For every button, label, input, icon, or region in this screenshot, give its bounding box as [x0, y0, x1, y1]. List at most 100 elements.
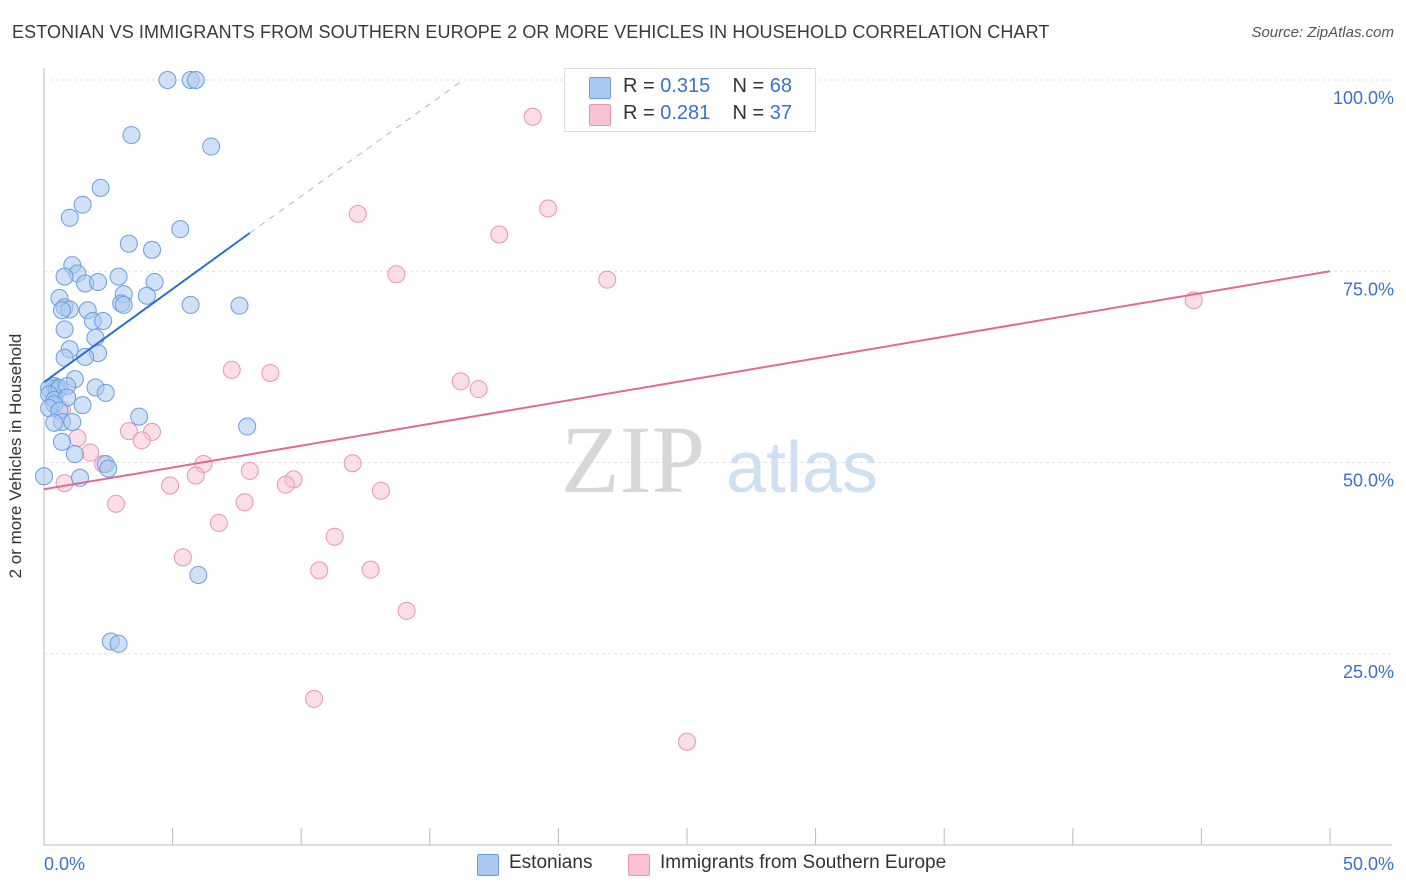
data-point-estonians — [91, 178, 110, 197]
n-label: N = — [732, 75, 770, 97]
data-point-estonians — [122, 126, 141, 145]
data-point-estonians — [45, 413, 64, 432]
data-point-immigrants — [361, 560, 380, 579]
data-point-estonians — [65, 445, 84, 464]
data-point-estonians — [55, 320, 74, 339]
y-axis-label: 2 or more Vehicles in Household — [6, 333, 25, 579]
trend-lines — [43, 79, 1331, 491]
data-point-immigrants — [397, 601, 416, 620]
x-tick-labels: 0.0% 50.0% — [44, 854, 1394, 874]
data-point-immigrants — [598, 270, 617, 289]
data-point-estonians — [53, 301, 72, 320]
data-point-immigrants — [261, 363, 280, 382]
data-point-estonians — [130, 407, 149, 426]
data-point-immigrants — [186, 466, 205, 485]
data-point-estonians — [60, 208, 79, 227]
n-value: 68 — [769, 75, 793, 97]
data-point-immigrants — [107, 494, 126, 513]
data-point-estonians — [96, 383, 115, 402]
trend-line-estonians-extension — [249, 79, 464, 234]
r-label: R = — [623, 75, 661, 97]
r-label: R = — [623, 102, 661, 124]
data-point-estonians — [238, 417, 257, 436]
data-point-estonians — [109, 634, 128, 653]
data-point-estonians — [94, 311, 113, 330]
legend-label: Estonians — [509, 852, 593, 873]
data-point-immigrants — [343, 454, 362, 473]
n-label: N = — [732, 102, 770, 124]
data-point-immigrants — [276, 475, 295, 494]
data-point-estonians — [137, 286, 156, 305]
axes — [43, 68, 1392, 846]
data-point-immigrants — [451, 372, 470, 391]
data-point-immigrants — [387, 265, 406, 284]
watermark-atlas: atlas — [726, 428, 878, 508]
data-point-estonians — [202, 137, 221, 156]
legend-swatch-pink — [628, 854, 650, 876]
y-tick-label: 50.0% — [1343, 471, 1394, 491]
n-value: 37 — [769, 102, 793, 124]
y-tick-label: 100.0% — [1333, 88, 1394, 108]
stats-legend: R = 0.315 N = 68 R = 0.281 N = 37 — [564, 68, 816, 132]
series-estonians-points — [35, 71, 257, 653]
trend-line-immigrants — [43, 270, 1331, 491]
legend-swatch-pink — [589, 104, 611, 126]
data-point-estonians — [73, 195, 92, 214]
data-point-estonians — [55, 267, 74, 286]
data-point-estonians — [76, 347, 95, 366]
data-point-immigrants — [222, 360, 241, 379]
data-point-immigrants — [539, 199, 558, 218]
data-point-estonians — [171, 220, 190, 239]
data-point-immigrants — [68, 429, 87, 448]
data-point-immigrants — [240, 461, 259, 480]
data-point-estonians — [158, 71, 177, 89]
data-point-immigrants — [348, 204, 367, 223]
data-point-immigrants — [235, 493, 254, 512]
chart-title: ESTONIAN VS IMMIGRANTS FROM SOUTHERN EUR… — [12, 22, 1050, 42]
y-tick-label: 75.0% — [1343, 279, 1394, 299]
trend-line-estonians — [43, 232, 251, 383]
data-point-immigrants — [523, 107, 542, 126]
data-point-estonians — [230, 296, 249, 315]
data-point-estonians — [186, 71, 205, 89]
data-point-estonians — [114, 295, 133, 314]
data-point-estonians — [189, 565, 208, 584]
data-point-estonians — [35, 467, 53, 486]
data-point-estonians — [181, 295, 200, 314]
data-point-estonians — [119, 234, 138, 253]
data-point-immigrants — [305, 689, 324, 708]
data-point-immigrants — [209, 513, 228, 532]
legend-label: Immigrants from Southern Europe — [660, 852, 947, 873]
data-point-estonians — [99, 459, 118, 478]
x-tick-label: 0.0% — [44, 854, 85, 874]
data-point-immigrants — [310, 561, 329, 580]
data-point-immigrants — [469, 380, 488, 399]
y-tick-label: 25.0% — [1343, 662, 1394, 682]
data-point-immigrants — [132, 431, 151, 450]
data-point-immigrants — [119, 422, 138, 441]
data-point-immigrants — [371, 481, 390, 500]
grid-lines — [44, 79, 1392, 655]
data-point-immigrants — [173, 548, 192, 567]
legend-swatch-blue — [477, 854, 499, 876]
data-point-estonians — [143, 240, 162, 259]
data-point-estonians — [89, 272, 108, 291]
data-point-immigrants — [678, 732, 696, 751]
watermark-zip: ZIP — [561, 406, 705, 513]
data-point-immigrants — [55, 474, 74, 493]
r-value: 0.315 — [660, 75, 711, 97]
source-label: Source: ZipAtlas.com — [1251, 24, 1394, 41]
data-point-estonians — [109, 267, 128, 286]
y-tick-labels: 25.0% 50.0% 75.0% 100.0% — [1333, 88, 1394, 682]
r-value: 0.281 — [660, 102, 711, 124]
data-point-estonians — [53, 432, 72, 451]
legend-swatch-blue — [589, 77, 611, 99]
data-point-estonians — [145, 272, 164, 291]
data-point-immigrants — [161, 476, 180, 495]
data-point-estonians — [63, 412, 82, 431]
data-point-estonians — [73, 396, 92, 415]
data-point-immigrants — [325, 527, 344, 546]
data-point-immigrants — [490, 225, 509, 244]
x-tick-label: 50.0% — [1343, 854, 1394, 874]
